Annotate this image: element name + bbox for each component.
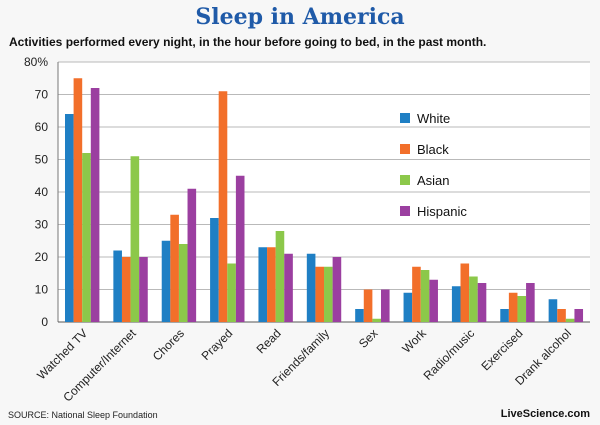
bar-hispanic — [139, 257, 148, 322]
x-tick-label: Chores — [150, 326, 187, 363]
bar-hispanic — [187, 188, 197, 322]
bar-hispanic — [429, 279, 438, 322]
x-tick-label: Exercised — [478, 326, 525, 373]
x-tick-label: Read — [254, 326, 284, 356]
bar-black — [267, 247, 276, 322]
bar-asian — [130, 156, 140, 322]
bar-black — [121, 257, 131, 322]
bar-white — [500, 309, 509, 322]
bar-white — [403, 292, 413, 322]
y-tick-label: 30 — [35, 218, 49, 232]
x-tick-label: Sex — [356, 326, 381, 351]
y-tick-label: 0 — [41, 315, 48, 329]
y-tick-label: 40 — [35, 185, 49, 199]
bar-white — [113, 250, 122, 322]
bar-asian — [324, 266, 333, 322]
credit-logo: LiveScience.com — [500, 408, 590, 420]
legend-label-white: White — [417, 111, 450, 126]
bar-asian — [227, 263, 236, 322]
bar-black — [170, 214, 179, 322]
legend-swatch-asian — [400, 175, 410, 185]
bar-white — [161, 240, 171, 322]
bar-asian — [469, 276, 478, 322]
bar-hispanic — [526, 283, 535, 322]
bar-hispanic — [477, 283, 487, 322]
x-tick-label: Work — [399, 326, 429, 356]
bar-white — [451, 286, 461, 322]
bar-white — [548, 299, 558, 322]
bar-asian — [420, 270, 430, 322]
bar-black — [557, 309, 566, 322]
bar-asian — [82, 153, 91, 322]
y-tick-label: 20 — [35, 250, 49, 264]
legend-swatch-white — [400, 113, 410, 123]
legend-label-asian: Asian — [417, 173, 450, 188]
chart-title: Sleep in America — [195, 4, 405, 30]
bar-white — [65, 114, 74, 322]
bar-black — [315, 266, 325, 322]
bar-black — [460, 263, 470, 322]
bar-hispanic — [332, 257, 342, 322]
bar-hispanic — [235, 175, 245, 322]
bar-asian — [517, 296, 527, 322]
bar-hispanic — [380, 289, 390, 322]
bar-black — [73, 78, 83, 322]
bar-hispanic — [574, 309, 584, 322]
bar-hispanic — [284, 253, 293, 322]
bar-asian — [372, 318, 381, 322]
legend-swatch-black — [400, 144, 410, 154]
bar-white — [306, 253, 316, 322]
y-tick-label: 10 — [35, 283, 49, 297]
y-tick-label: 50 — [35, 153, 49, 167]
y-tick-label: 70 — [35, 88, 49, 102]
bar-asian — [565, 318, 575, 322]
bar-black — [218, 91, 228, 322]
y-tick-label: 80% — [24, 55, 48, 69]
bar-white — [258, 247, 268, 322]
legend-swatch-hispanic — [400, 206, 410, 216]
legend-label-hispanic: Hispanic — [417, 204, 467, 219]
x-tick-label: Radio/music — [421, 326, 478, 383]
source-note: SOURCE: National Sleep Foundation — [8, 410, 158, 420]
y-tick-label: 60 — [35, 120, 49, 134]
x-tick-label: Prayed — [199, 326, 236, 363]
bar-white — [210, 218, 219, 322]
bar-hispanic — [90, 88, 100, 322]
bar-black — [363, 289, 373, 322]
bar-white — [355, 309, 364, 322]
bar-asian — [178, 244, 188, 322]
bar-black — [412, 266, 421, 322]
bar-black — [508, 292, 518, 322]
chart-subtitle: Activities performed every night, in the… — [9, 35, 487, 49]
bar-asian — [275, 231, 285, 322]
legend-label-black: Black — [417, 142, 449, 157]
